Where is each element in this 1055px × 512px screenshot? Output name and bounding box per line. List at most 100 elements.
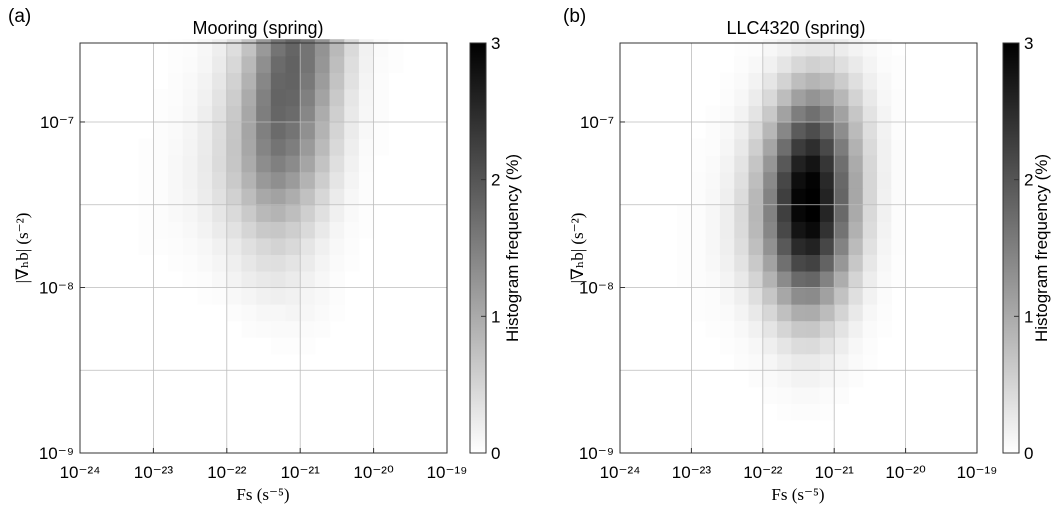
panel-b-cell [777, 171, 792, 189]
panel-a-cell [314, 55, 331, 73]
panel-a-cell [314, 287, 331, 305]
panel-a-cell [300, 304, 316, 322]
panel-b-cell [791, 105, 807, 123]
panel-a-cell [270, 320, 287, 338]
panel-b-cell [734, 171, 750, 189]
panel-a-x-tick-label: 10⁻²³ [134, 463, 174, 482]
panel-b-cell [834, 105, 850, 123]
panel-a-cell [344, 121, 360, 140]
panel-a-cell [197, 204, 213, 222]
panel-b-cell [719, 121, 735, 140]
panel-b-cell [691, 304, 707, 322]
panel-a-cell [182, 138, 199, 156]
panel-a-cell [197, 55, 213, 73]
panel-b-x-ticks: 10⁻²⁴ 10⁻²³ 10⁻²² 10⁻²¹ 10⁻²⁰ 10⁻¹⁹ [600, 448, 997, 482]
panel-b-y-tick-label: 10⁻⁷ [580, 113, 614, 132]
panel-a-cell [314, 270, 331, 289]
panel-a-colorbar [469, 42, 487, 454]
panel-b-cell [805, 188, 821, 206]
panel-a-cell [153, 171, 169, 189]
panel-b-cell [734, 138, 750, 156]
panel-b-cell [819, 88, 835, 107]
panel-a-cell [153, 188, 169, 206]
panel-a-cell [373, 138, 389, 156]
panel-a-cell [256, 72, 272, 90]
panel-a-cell [256, 105, 272, 123]
panel-a-cell [212, 171, 228, 189]
panel-b-cell [719, 155, 735, 173]
panel-b-cell [777, 105, 792, 123]
panel-b-cell [777, 353, 792, 371]
panel-b-cell [891, 155, 907, 173]
panel-a-cell [344, 171, 360, 189]
panel-a-cell [138, 155, 154, 173]
panel-a-cell [344, 221, 360, 239]
panel-a-cell [197, 39, 213, 57]
panel-b-cell [762, 304, 778, 322]
panel-b-cell [848, 155, 864, 173]
panel-a-cell [329, 221, 345, 239]
panel-b-cell [705, 121, 721, 140]
panel-b-cell [805, 320, 821, 338]
panel-a-cell [329, 121, 345, 140]
panel-a-cell [197, 287, 213, 305]
panel-a-cell [270, 105, 287, 123]
panel-b-cell [848, 55, 864, 73]
panel-b-cell [705, 237, 721, 255]
panel-a-cell [388, 55, 404, 73]
panel-b-cell [734, 221, 750, 239]
panel-a-cell [212, 105, 228, 123]
panel-b-cell [734, 88, 750, 107]
panel-b-heatmap-cells [677, 39, 907, 421]
panel-b-cell [762, 221, 778, 239]
panel-a-cell [329, 138, 345, 156]
panel-a-cell [153, 138, 169, 156]
panel-a-y-axis-label: |∇ₕb| (s⁻²) [13, 213, 32, 284]
panel-a-cell [358, 121, 375, 140]
panel-b-cell [877, 155, 892, 173]
panel-a-gridlines [80, 43, 447, 453]
panel-b-cell [734, 254, 750, 272]
panel-b-cell [834, 353, 850, 371]
panel-b-cell [834, 72, 850, 90]
panel-a-cell [168, 204, 184, 222]
panel-a-cell [182, 270, 199, 289]
panel-a-cell [358, 88, 375, 107]
panel-b-cell [848, 237, 864, 255]
panel-b-cell [777, 39, 792, 57]
panel-a-cell [300, 72, 316, 90]
panel-a-cell [182, 254, 199, 272]
panel-b-cell [734, 55, 750, 73]
panel-a-cell [358, 39, 375, 57]
panel-b-cell [862, 121, 878, 140]
panel-a-cell [285, 237, 301, 255]
panel-a-cell [212, 287, 228, 305]
panel-b-cell [719, 88, 735, 107]
panel-b-cell [719, 204, 735, 222]
panel-b-cell [862, 353, 878, 371]
panel-a-cell [285, 320, 301, 338]
panel-b-cell [805, 237, 821, 255]
panel-a-cell [138, 188, 154, 206]
panel-a-cell [256, 237, 272, 255]
panel-a-cell [344, 105, 360, 123]
panel-b-cell [819, 204, 835, 222]
panel-a-cell [153, 237, 169, 255]
panel-b-cell [791, 337, 807, 355]
panel-a-cell [197, 270, 213, 289]
panel-b-cell [762, 353, 778, 371]
panel-a-cell [358, 221, 375, 239]
panel-b-cell [705, 155, 721, 173]
panel-a-cell [226, 287, 243, 305]
panel-a-cell [212, 55, 228, 73]
panel-a-cell [329, 88, 345, 107]
panel-b-cell [805, 403, 821, 421]
panel-a-cell [329, 155, 345, 173]
panel-b-cell [691, 287, 707, 305]
panel-b-cell [791, 270, 807, 289]
panel-a-cell [256, 204, 272, 222]
panel-a-cell [212, 39, 228, 57]
panel-a-cell [168, 105, 184, 123]
panel-b-cell [705, 204, 721, 222]
